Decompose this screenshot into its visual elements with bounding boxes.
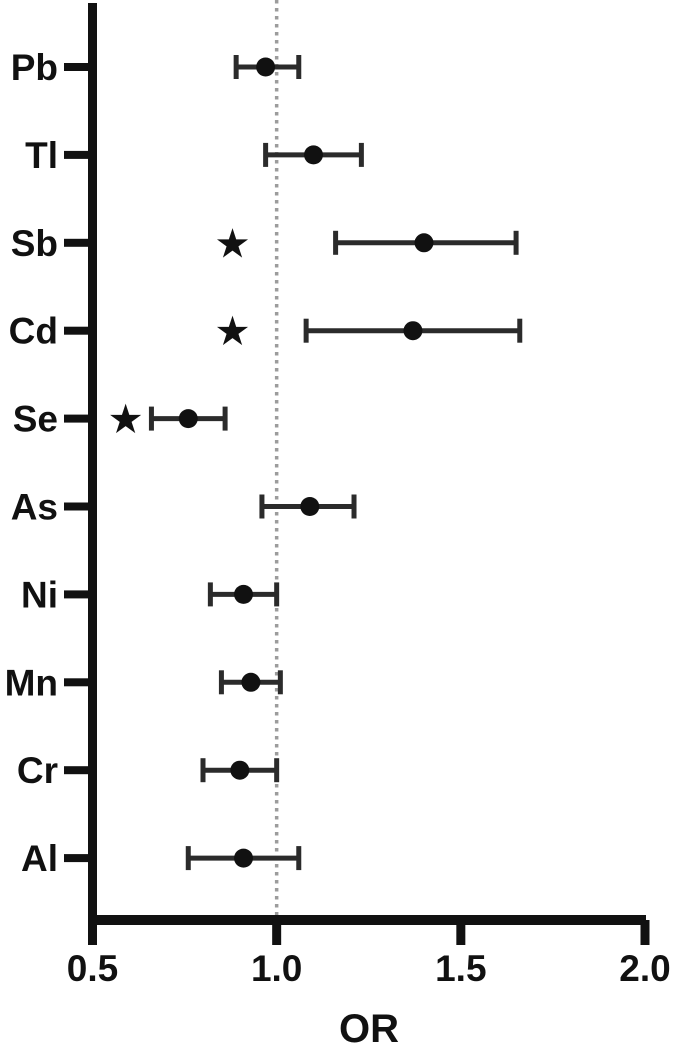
or-point bbox=[300, 497, 320, 516]
x-tick-2.0 bbox=[640, 920, 650, 945]
y-tick bbox=[64, 238, 88, 247]
forest-row-pb: Pb bbox=[11, 47, 302, 88]
ci-cap-high bbox=[296, 55, 302, 79]
ci-cap-low bbox=[200, 758, 206, 783]
x-axis-spine bbox=[88, 915, 646, 925]
category-label: Pb bbox=[11, 47, 58, 88]
x-tick-label-0.5: 0.5 bbox=[67, 948, 118, 989]
category-label: Tl bbox=[25, 135, 58, 176]
or-point bbox=[304, 145, 323, 165]
ci-cap-low bbox=[185, 846, 191, 871]
category-label: Cr bbox=[17, 750, 58, 791]
y-tick bbox=[64, 590, 88, 599]
y-tick bbox=[64, 63, 88, 71]
or-point bbox=[230, 760, 250, 780]
x-tick-label-1.5: 1.5 bbox=[435, 948, 486, 989]
ci-cap-high bbox=[222, 406, 228, 431]
forest-row-se: Se ★ bbox=[13, 399, 228, 440]
category-label: Se bbox=[13, 399, 58, 440]
data-rows-layer: Pb Tl Sb ★ Cd ★ Se ★ As Ni Mn Cr Al bbox=[5, 47, 523, 879]
ci-cap-low bbox=[207, 582, 213, 607]
ci-cap-high bbox=[274, 582, 280, 607]
ci-cap-high bbox=[277, 670, 283, 695]
ci-cap-high bbox=[296, 846, 302, 871]
ci-cap-low bbox=[218, 670, 224, 695]
ci-cap-high bbox=[351, 494, 357, 519]
y-tick bbox=[64, 414, 88, 423]
category-label: Al bbox=[21, 838, 58, 879]
category-label: As bbox=[11, 487, 58, 528]
x-tick-label-2.0: 2.0 bbox=[619, 948, 670, 989]
forest-row-sb: Sb ★ bbox=[11, 223, 519, 264]
category-label: Ni bbox=[21, 574, 58, 615]
ci-cap-high bbox=[513, 230, 519, 255]
or-point bbox=[234, 848, 254, 868]
ci-cap-high bbox=[274, 758, 280, 783]
forest-row-tl: Tl bbox=[25, 135, 364, 176]
forest-row-al: Al bbox=[21, 838, 302, 879]
significance-star-icon: ★ bbox=[216, 311, 248, 352]
or-point bbox=[414, 233, 434, 253]
y-tick bbox=[64, 854, 88, 863]
ci-cap-low bbox=[259, 494, 265, 519]
or-point bbox=[241, 672, 261, 692]
significance-star-icon: ★ bbox=[216, 223, 248, 264]
or-point bbox=[403, 321, 423, 341]
ci-cap-high bbox=[517, 318, 523, 343]
or-point bbox=[234, 584, 254, 604]
axes-layer: 0.5 1.0 1.5 2.0 bbox=[67, 3, 671, 989]
ci-cap-low bbox=[148, 406, 154, 431]
x-tick-label-1.0: 1.0 bbox=[251, 948, 302, 989]
y-tick bbox=[64, 502, 88, 511]
category-label: Mn bbox=[5, 662, 58, 703]
y-axis-spine bbox=[88, 3, 97, 943]
x-tick-1.5 bbox=[456, 920, 466, 945]
category-label: Sb bbox=[11, 223, 58, 264]
forest-row-as: As bbox=[11, 487, 357, 528]
or-point bbox=[178, 409, 198, 429]
y-tick bbox=[64, 766, 88, 775]
category-label: Cd bbox=[9, 311, 58, 352]
ci-cap-low bbox=[233, 55, 239, 79]
forest-row-mn: Mn bbox=[5, 662, 283, 703]
forest-row-ni: Ni bbox=[21, 574, 280, 615]
ci-cap-low bbox=[333, 230, 339, 255]
ci-cap-low bbox=[303, 318, 309, 343]
or-point bbox=[256, 57, 276, 77]
x-tick-1.0 bbox=[272, 920, 282, 945]
significance-star-icon: ★ bbox=[110, 399, 142, 440]
ci-cap-low bbox=[263, 142, 269, 167]
y-tick bbox=[64, 678, 88, 687]
forest-row-cr: Cr bbox=[17, 750, 280, 791]
x-axis-title: OR bbox=[339, 1007, 399, 1050]
x-tick-0.5 bbox=[88, 920, 97, 945]
y-tick bbox=[64, 150, 88, 159]
y-tick bbox=[64, 326, 88, 335]
forest-row-cd: Cd ★ bbox=[9, 311, 523, 352]
ci-cap-high bbox=[358, 142, 364, 167]
